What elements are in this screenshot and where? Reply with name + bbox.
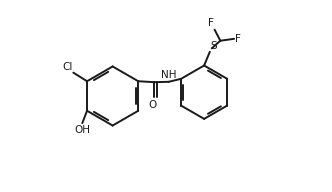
Text: OH: OH xyxy=(74,125,90,135)
Text: NH: NH xyxy=(161,70,177,79)
Text: S: S xyxy=(210,41,217,51)
Text: F: F xyxy=(235,34,241,44)
Text: Cl: Cl xyxy=(62,62,73,72)
Text: O: O xyxy=(148,100,156,110)
Text: F: F xyxy=(208,18,214,28)
